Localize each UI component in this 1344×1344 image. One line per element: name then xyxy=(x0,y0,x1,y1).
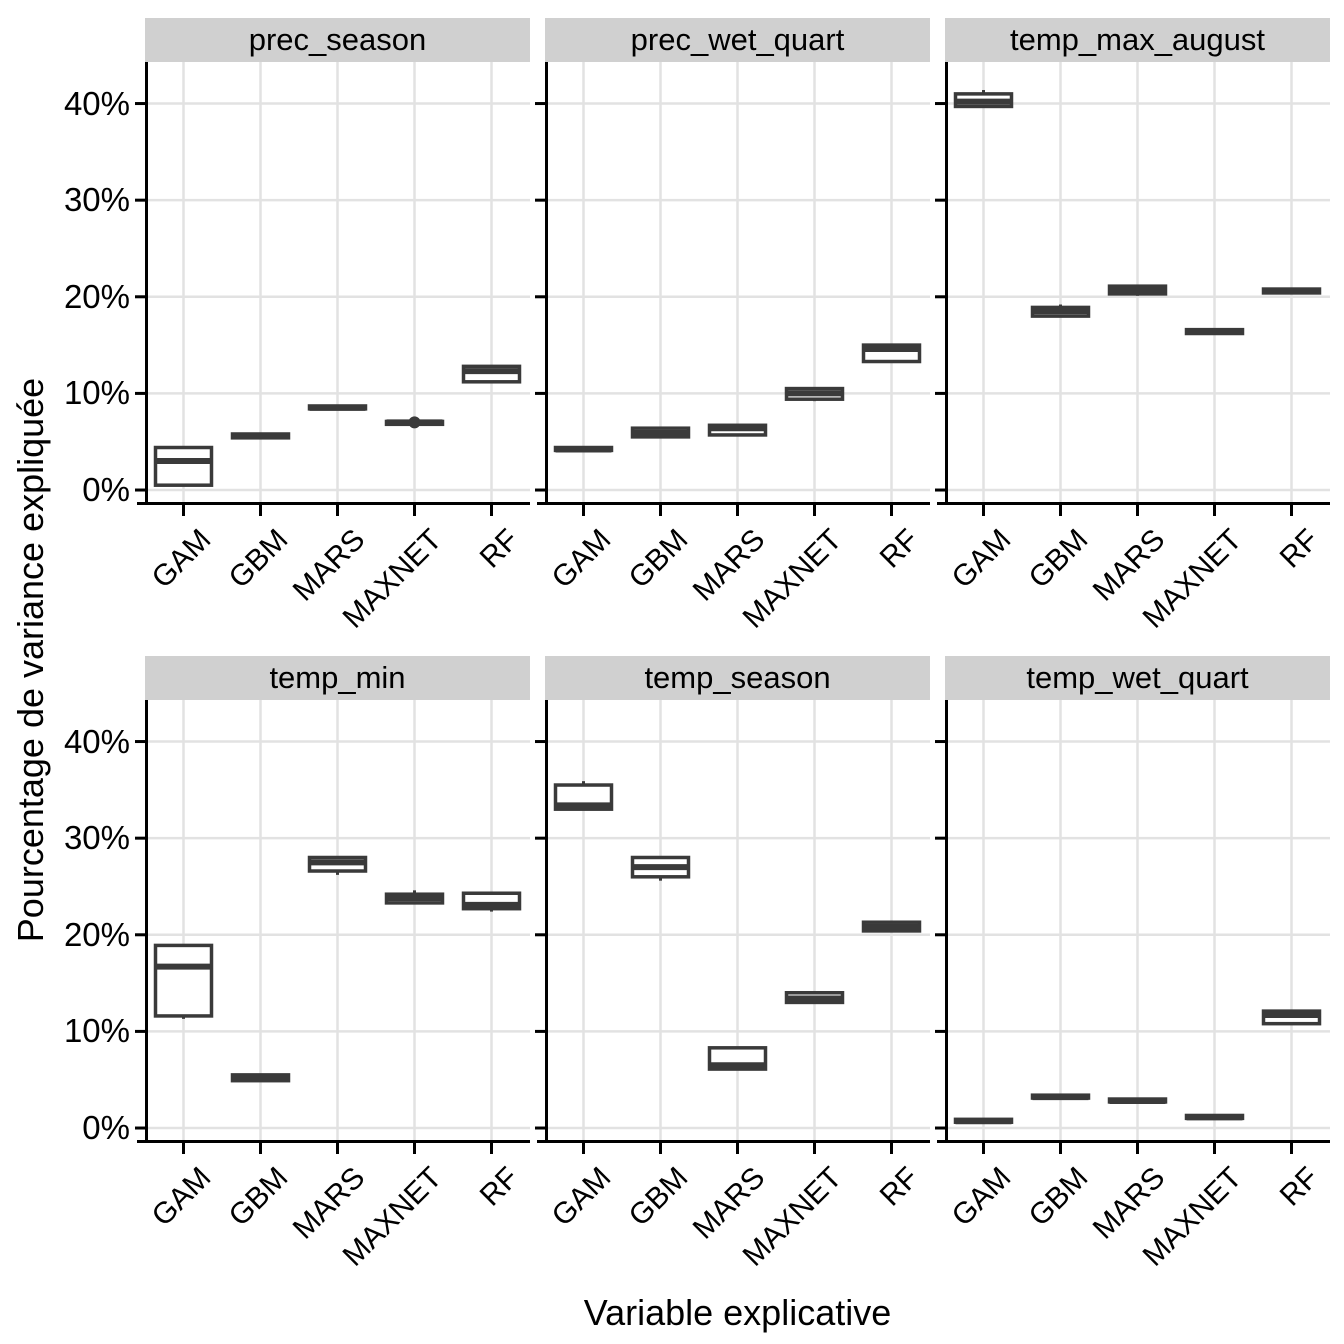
facet-strip-label: temp_wet_quart xyxy=(1026,660,1249,695)
x-tick-label: RF xyxy=(1273,523,1325,575)
boxplot-gbm xyxy=(630,855,691,881)
x-tick-label: GBM xyxy=(622,523,694,595)
y-tick-label: 30% xyxy=(63,819,130,857)
boxplot-maxnet xyxy=(384,416,445,429)
boxplot-panel xyxy=(135,700,530,1154)
x-tick-label: GAM xyxy=(545,523,617,595)
x-axis-title: Variable explicative xyxy=(583,1292,892,1333)
x-tick-label: RF xyxy=(473,1161,525,1213)
x-tick-label: GBM xyxy=(222,523,294,595)
facet-strip: temp_wet_quart xyxy=(945,656,1330,700)
facet-strip-label: prec_season xyxy=(248,22,427,57)
y-tick-label: 40% xyxy=(63,722,130,760)
boxplot-panel xyxy=(535,700,930,1154)
facet-strip: temp_max_august xyxy=(945,18,1330,62)
boxplot-mars xyxy=(707,1046,768,1071)
y-tick-label: 20% xyxy=(63,277,130,315)
y-tick-label: 40% xyxy=(63,84,130,122)
boxplot-gam xyxy=(153,943,214,1019)
x-tick-label: GAM xyxy=(545,1161,617,1233)
boxplot-rf xyxy=(461,891,522,912)
boxplot-maxnet xyxy=(784,991,845,1005)
boxplot-maxnet xyxy=(384,890,445,905)
x-tick-label: GBM xyxy=(222,1161,294,1233)
boxplot-mars xyxy=(707,423,768,437)
boxplot-gbm xyxy=(1030,1093,1091,1101)
x-tick-label: RF xyxy=(1273,1161,1325,1213)
boxplot-panel xyxy=(135,62,530,516)
x-tick-label: RF xyxy=(873,1161,925,1213)
y-axis-title: Pourcentage de variance expliquée xyxy=(10,377,51,943)
x-tick-label: GBM xyxy=(1022,523,1094,595)
facet-strip-label: temp_min xyxy=(269,660,406,695)
facet-strip: temp_min xyxy=(145,656,530,700)
boxplot-gbm xyxy=(230,1073,291,1083)
facet-strip: prec_wet_quart xyxy=(545,18,930,62)
boxplot-gam xyxy=(953,1117,1014,1125)
boxplot-maxnet xyxy=(784,386,845,402)
boxplot-gam xyxy=(953,90,1014,109)
boxplot-gbm xyxy=(230,432,291,440)
boxplot-maxnet xyxy=(1184,1113,1245,1121)
boxplot-rf xyxy=(1261,1009,1322,1026)
boxplot-mars xyxy=(307,404,368,411)
y-tick-label: 30% xyxy=(63,181,130,219)
x-tick-label: GBM xyxy=(622,1161,694,1233)
boxplot-mars xyxy=(1107,1097,1168,1104)
y-tick-label: 10% xyxy=(63,1012,130,1050)
x-tick-label: RF xyxy=(873,523,925,575)
y-tick-label: 10% xyxy=(63,374,130,412)
boxplot-rf xyxy=(861,343,922,364)
boxplot-panel xyxy=(935,62,1330,516)
boxplot-maxnet xyxy=(1184,327,1245,336)
y-tick-label: 20% xyxy=(63,915,130,953)
facet-strip-label: temp_max_august xyxy=(1009,22,1266,57)
boxplot-mars xyxy=(1107,284,1168,296)
x-tick-label: GAM xyxy=(945,1161,1017,1233)
boxplot-rf xyxy=(861,920,922,933)
facet-strip: temp_season xyxy=(545,656,930,700)
boxplot-gam xyxy=(553,445,614,453)
y-tick-label: 0% xyxy=(82,471,130,509)
facet-strip-label: prec_wet_quart xyxy=(630,22,845,57)
boxplot-panel xyxy=(535,62,930,516)
boxplot-mars xyxy=(307,855,368,875)
y-tick-label: 0% xyxy=(82,1109,130,1147)
boxplot-rf xyxy=(1261,287,1322,295)
boxplot-gbm xyxy=(1030,304,1091,318)
boxplot-gbm xyxy=(630,426,691,439)
facet-strip-label: temp_season xyxy=(644,660,831,695)
facet-strip: prec_season xyxy=(145,18,530,62)
boxplot-gam xyxy=(153,445,214,487)
x-tick-label: RF xyxy=(473,523,525,575)
x-tick-label: GAM xyxy=(945,523,1017,595)
boxplot-panel xyxy=(935,700,1330,1154)
boxplot-gam xyxy=(553,781,614,811)
boxplot-rf xyxy=(461,364,522,384)
x-tick-label: GAM xyxy=(145,1161,217,1233)
x-tick-label: GAM xyxy=(145,523,217,595)
x-tick-label: GBM xyxy=(1022,1161,1094,1233)
